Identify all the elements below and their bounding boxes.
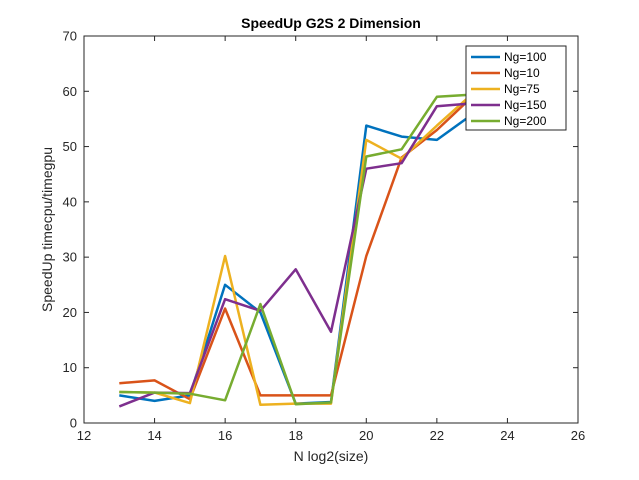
x-tick-label: 16 [218, 428, 232, 443]
legend-label-4: Ng=200 [504, 114, 547, 128]
x-tick-label: 22 [430, 428, 444, 443]
x-tick-label: 14 [147, 428, 161, 443]
y-tick-label: 20 [63, 305, 77, 320]
x-tick-label: 26 [571, 428, 585, 443]
y-tick-label: 60 [63, 84, 77, 99]
y-axis-label: SpeedUp timecpu/timegpu [39, 147, 55, 312]
series-layer [118, 93, 473, 408]
x-tick-label: 24 [500, 428, 514, 443]
legend: Ng=100 Ng=10 Ng=75 Ng=150 Ng=200 [465, 45, 567, 131]
x-tick-label: 18 [288, 428, 302, 443]
legend-label-3: Ng=150 [504, 98, 547, 112]
x-tick-label: 20 [359, 428, 373, 443]
axes-layer: 12 14 16 18 20 22 24 26 0 10 20 30 40 50 60 70 [63, 29, 586, 444]
y-tick-label: 10 [63, 360, 77, 375]
x-tick-label: 12 [77, 428, 91, 443]
axes-box [83, 35, 579, 424]
y-tick-label: 70 [63, 29, 77, 44]
x-axis-label: N log2(size) [294, 448, 369, 464]
chart-title: SpeedUp G2S 2 Dimension [241, 15, 421, 31]
y-tick-label: 30 [63, 250, 77, 265]
y-tick-label: 40 [63, 194, 77, 209]
legend-label-1: Ng=10 [504, 66, 540, 80]
legend-label-0: Ng=100 [504, 50, 547, 64]
legend-label-2: Ng=75 [504, 82, 540, 96]
series-line-4 [119, 93, 473, 406]
y-tick-label: 50 [63, 139, 77, 154]
y-tick-label: 0 [70, 416, 77, 431]
